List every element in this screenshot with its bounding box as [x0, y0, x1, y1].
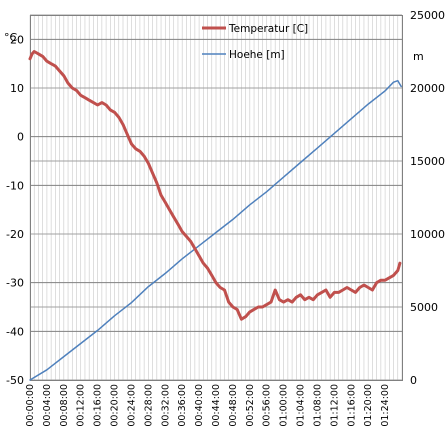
left-axis-tick-labels: 20 10 0 -10 -20 -30 -40 -50 [6, 33, 24, 387]
x-tick-label: 00:08:00 [59, 384, 70, 427]
x-tick-label: 01:04:00 [296, 384, 307, 427]
x-tick-label: 00:28:00 [143, 384, 154, 427]
right-tick-label: 10000 [410, 228, 445, 241]
left-tick-label: -20 [6, 228, 24, 241]
left-tick-label: -40 [6, 325, 24, 338]
x-tick-label: 00:56:00 [262, 384, 273, 427]
legend-label-temperature: Temperatur [C] [228, 23, 308, 35]
x-tick-label: 00:00:00 [25, 384, 36, 427]
series-layer [28, 50, 402, 381]
x-tick-label: 00:40:00 [194, 384, 205, 427]
series-line-temperature [28, 50, 402, 321]
x-tick-label: 01:12:00 [329, 384, 340, 427]
x-axis-tick-labels: 00:00:00 00:04:00 00:08:00 00:12:00 00:16:00… [25, 384, 391, 427]
x-tick-label: 00:04:00 [42, 384, 53, 427]
right-tick-label: 25000 [410, 9, 445, 22]
left-tick-label: -30 [6, 277, 24, 290]
x-tick-label: 00:16:00 [93, 384, 104, 427]
x-tick-label: 00:48:00 [228, 384, 239, 427]
right-tick-label: 0 [410, 374, 417, 387]
right-tick-label: 5000 [410, 301, 438, 314]
x-tick-label: 01:00:00 [279, 384, 290, 427]
x-tick-label: 01:24:00 [380, 384, 391, 427]
legend: Temperatur [C] Hoehe [m] [202, 23, 308, 61]
left-axis-unit: °C [4, 31, 18, 44]
x-tick-label: 00:44:00 [211, 384, 222, 427]
left-tick-label: -50 [6, 374, 24, 387]
legend-label-hoehe: Hoehe [m] [229, 49, 285, 61]
left-tick-label: 20 [10, 33, 24, 46]
right-axis-unit: m [413, 50, 424, 63]
x-tick-label: 01:20:00 [363, 384, 374, 427]
series-line-hoehe [29, 79, 402, 381]
x-tick-label: 01:08:00 [312, 384, 323, 427]
left-tick-label: 10 [10, 82, 24, 95]
x-tick-label: 00:36:00 [177, 384, 188, 427]
x-tick-label: 00:24:00 [126, 384, 137, 427]
left-tick-label: -10 [6, 179, 24, 192]
x-tick-label: 01:16:00 [346, 384, 357, 427]
x-tick-label: 00:52:00 [245, 384, 256, 427]
right-axis-tick-labels: 25000 20000 15000 10000 5000 0 [410, 9, 445, 387]
x-tick-label: 00:12:00 [76, 384, 87, 427]
left-tick-label: 0 [17, 131, 24, 144]
right-tick-label: 20000 [410, 82, 445, 95]
right-tick-label: 15000 [410, 155, 445, 168]
plot-area-border [30, 15, 403, 381]
x-tick-label: 00:20:00 [110, 384, 121, 427]
x-tick-label: 00:32:00 [160, 384, 171, 427]
